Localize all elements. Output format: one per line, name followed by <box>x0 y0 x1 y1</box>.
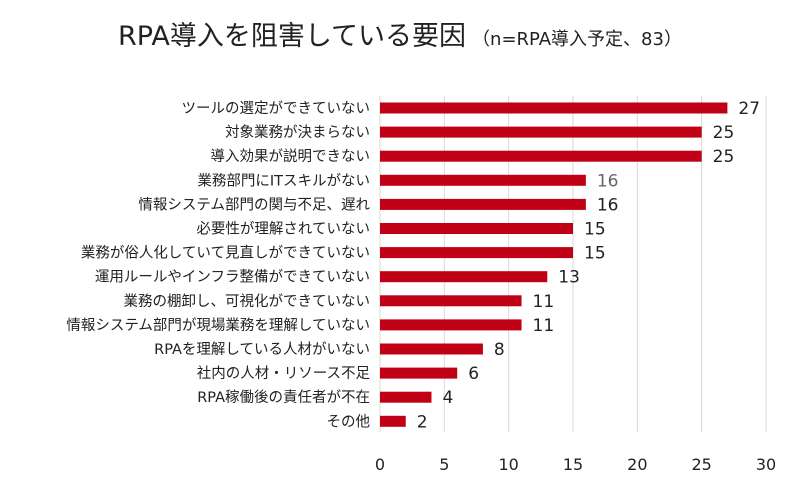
bar <box>380 295 522 307</box>
value-label: 13 <box>558 268 580 288</box>
bar <box>380 102 728 114</box>
category-label: 業務部門にITスキルがない <box>197 172 370 189</box>
category-label: 業務の棚卸し、可視化ができていない <box>124 293 371 310</box>
bar <box>380 174 586 186</box>
value-label: 25 <box>713 147 735 167</box>
value-label: 2 <box>417 412 428 432</box>
category-label: その他 <box>327 413 371 430</box>
x-tick-label: 15 <box>563 455 583 474</box>
bar <box>380 415 406 427</box>
value-label: 11 <box>533 292 555 312</box>
category-label: RPA稼働後の責任者が不在 <box>197 389 370 406</box>
bar <box>380 271 548 283</box>
value-label: 15 <box>584 220 606 240</box>
category-label: 導入効果が説明できない <box>211 148 371 165</box>
bar <box>380 367 458 379</box>
category-labels: ツールの選定ができていない対象業務が決まらない導入効果が説明できない業務部門にI… <box>66 100 370 430</box>
category-label: 業務が俗人化していて見直しができていない <box>81 245 370 262</box>
category-label: 対象業務が決まらない <box>225 124 370 141</box>
value-label: 8 <box>494 340 505 360</box>
x-tick-label: 5 <box>439 455 449 474</box>
chart-title: RPA導入を阻害している要因 <box>118 21 467 52</box>
gridlines <box>379 96 767 432</box>
value-label: 4 <box>442 388 453 408</box>
category-label: ツールの選定ができていない <box>182 100 371 117</box>
x-tick-label: 10 <box>498 455 518 474</box>
x-tick-label: 0 <box>375 455 385 474</box>
chart-title-block: RPA導入を阻害している要因 （n=RPA導入予定、83） <box>0 14 800 53</box>
bar <box>380 247 573 259</box>
bars <box>380 102 728 427</box>
chart-subtitle: （n=RPA導入予定、83） <box>472 29 682 50</box>
value-label: 25 <box>713 123 735 143</box>
category-label: 情報システム部門が現場業務を理解していない <box>66 317 370 334</box>
category-label: 社内の人材・リソース不足 <box>197 365 370 382</box>
value-label: 6 <box>468 364 479 384</box>
category-label: 運用ルールやインフラ整備ができていない <box>95 269 370 286</box>
bar <box>380 343 483 355</box>
value-label: 27 <box>738 99 760 119</box>
bar <box>380 223 573 234</box>
value-label: 16 <box>597 195 619 215</box>
x-tick-label: 25 <box>691 455 711 474</box>
category-label: 必要性が理解されていない <box>196 221 370 238</box>
category-label: RPAを理解している人材がいない <box>154 341 370 358</box>
bar <box>380 319 522 331</box>
x-axis-ticks: 0 5 10 15 20 25 30 <box>375 455 776 474</box>
value-label: 11 <box>533 316 555 336</box>
bar <box>380 198 586 210</box>
x-tick-label: 30 <box>756 455 776 474</box>
x-tick-label: 20 <box>627 455 647 474</box>
category-label: 情報システム部門の関与不足、遅れ <box>138 196 370 213</box>
bar <box>380 126 702 138</box>
bar <box>380 391 432 403</box>
value-label: 15 <box>584 244 606 264</box>
value-label: 16 <box>597 171 619 191</box>
bar <box>380 150 702 162</box>
